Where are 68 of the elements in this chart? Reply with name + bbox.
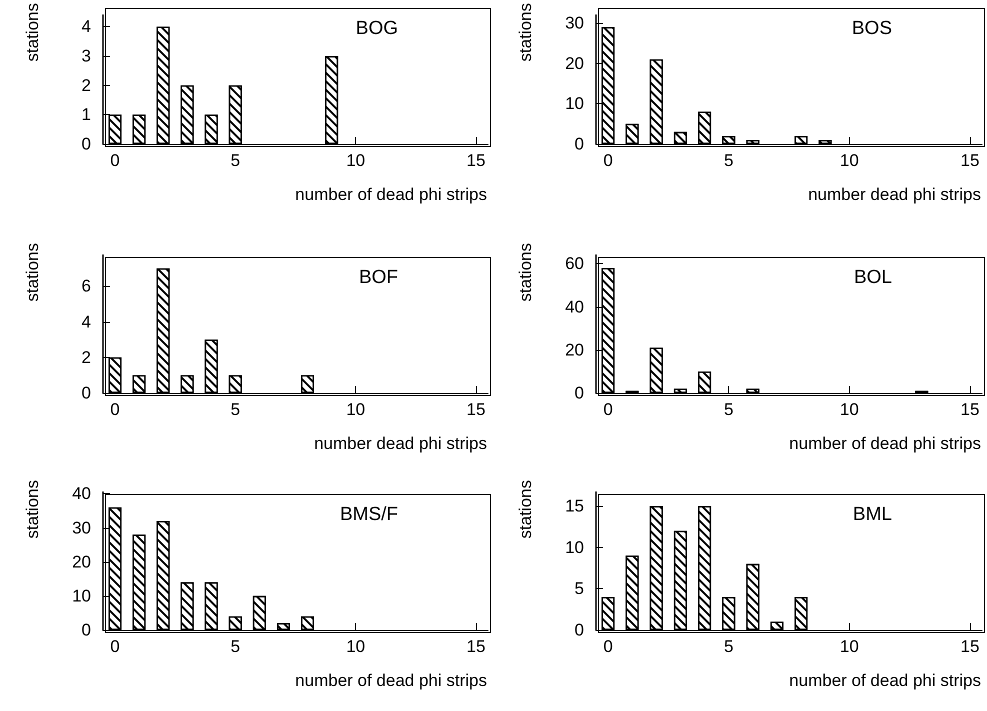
y-tick-label: 1 <box>82 105 91 124</box>
y-tick-label: 2 <box>82 348 91 367</box>
y-tick-label: 30 <box>72 518 91 538</box>
x-tick-label: 15 <box>960 400 980 419</box>
y-tick-label: 0 <box>574 620 584 640</box>
y-tick-label: 0 <box>82 620 91 640</box>
x-tick-label: 10 <box>346 151 366 170</box>
x-tick-label: 0 <box>110 637 120 656</box>
x-axis-title: number dead phi strips <box>314 434 488 453</box>
x-axis-title: number of dead phi strips <box>789 434 982 453</box>
y-tick-label: 0 <box>82 134 91 154</box>
y-tick-label: 20 <box>565 54 584 73</box>
x-tick-label: 0 <box>603 151 613 170</box>
text: BOL <box>854 267 892 288</box>
x-tick-label: 15 <box>466 637 486 656</box>
y-tick-label: 0 <box>82 384 91 402</box>
text: BML <box>852 504 892 525</box>
x-tick-label: 10 <box>840 637 859 656</box>
chart-title: BOG <box>356 18 398 39</box>
y-tick-label: 30 <box>565 14 584 33</box>
x-axis-title: number of dead phi strips <box>789 671 982 690</box>
y-tick-label: 10 <box>565 94 584 114</box>
y-axis-title: stations <box>516 3 535 62</box>
y-axis-title: stations <box>23 480 42 539</box>
x-tick-label: 15 <box>466 151 486 170</box>
x-tick-label: 10 <box>840 151 859 170</box>
x-tick-label: 10 <box>346 400 366 419</box>
x-axis-title: number of dead phi strips <box>295 671 488 690</box>
y-tick-label: 5 <box>574 579 584 598</box>
x-tick-label: 5 <box>230 400 240 419</box>
y-axis-title: stations <box>516 243 535 302</box>
x-tick-label: 0 <box>603 637 613 656</box>
y-tick-label: 20 <box>72 552 91 572</box>
y-axis-title: stations <box>23 3 42 62</box>
y-tick-label: 4 <box>82 17 91 36</box>
y-tick-label: 10 <box>72 586 91 606</box>
x-tick-label: 15 <box>960 637 980 656</box>
y-tick-label: 20 <box>565 340 584 360</box>
x-tick-label: 10 <box>346 637 366 656</box>
x-tick-label: 0 <box>110 400 120 419</box>
x-tick-label: 15 <box>960 151 980 170</box>
y-tick-label: 4 <box>82 312 91 332</box>
y-tick-label: 10 <box>565 538 584 557</box>
x-tick-label: 5 <box>724 400 734 419</box>
y-tick-label: 40 <box>565 297 584 316</box>
x-tick-label: 5 <box>724 151 734 170</box>
y-tick-label: 0 <box>574 384 584 402</box>
y-axis-title: stations <box>23 243 42 302</box>
y-tick-label: 3 <box>82 46 91 66</box>
x-tick-label: 15 <box>466 400 486 419</box>
x-axis-title: number dead phi strips <box>808 185 982 204</box>
y-tick-label: 15 <box>565 496 584 516</box>
x-tick-label: 5 <box>230 637 240 656</box>
x-tick-label: 5 <box>724 637 734 656</box>
x-tick-label: 0 <box>110 151 120 170</box>
x-tick-label: 10 <box>840 400 859 419</box>
y-tick-label: 2 <box>82 76 91 95</box>
text: BMS/F <box>340 504 398 525</box>
y-tick-label: 60 <box>565 254 584 274</box>
x-tick-label: 5 <box>230 151 240 170</box>
y-tick-label: 40 <box>72 484 91 504</box>
y-axis-title: stations <box>516 480 535 539</box>
y-tick-label: 6 <box>82 276 91 296</box>
x-tick-label: 0 <box>603 400 613 419</box>
y-tick-label: 0 <box>574 134 584 154</box>
chart-title: BOS <box>852 18 892 39</box>
text: BOF <box>358 267 398 288</box>
x-axis-title: number of dead phi strips <box>295 185 488 204</box>
